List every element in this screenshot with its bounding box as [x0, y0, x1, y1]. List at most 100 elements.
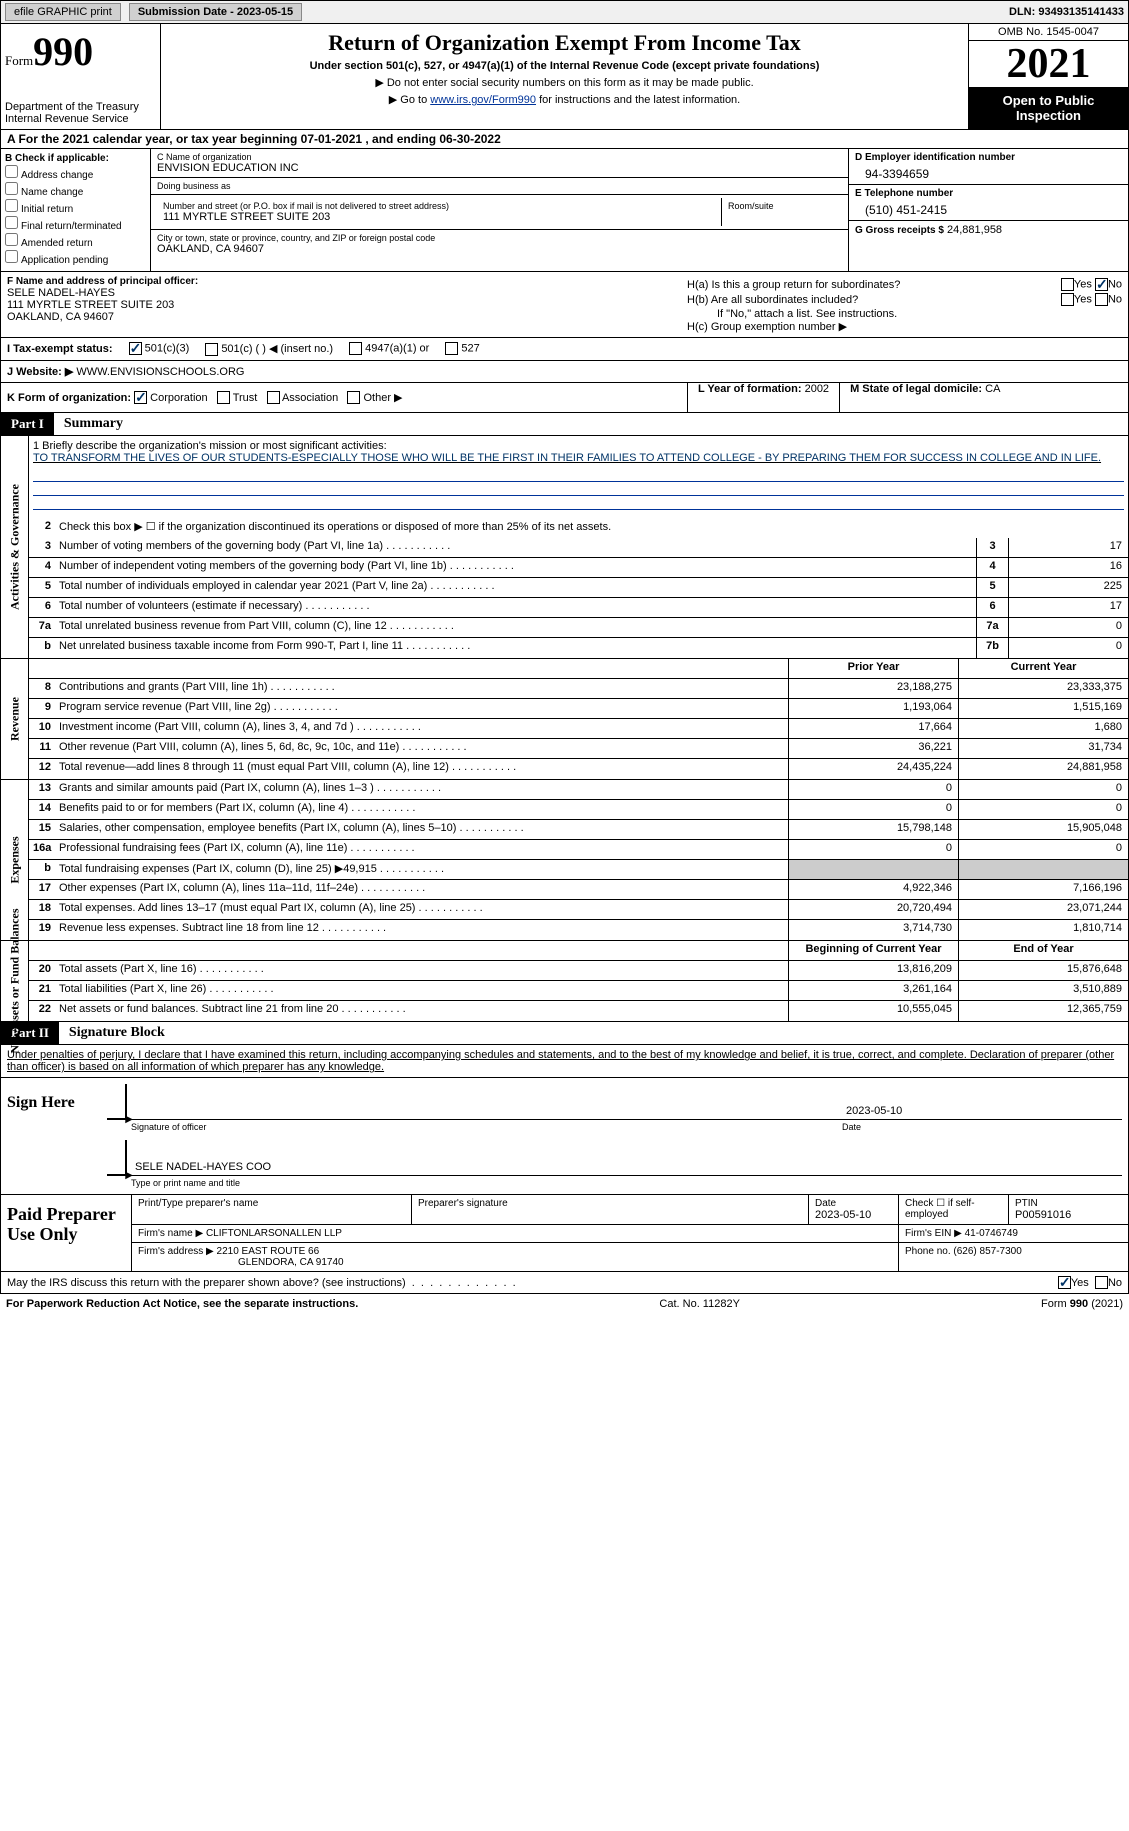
- summary-line: bNet unrelated business taxable income f…: [29, 638, 1128, 658]
- chk-other[interactable]: [347, 391, 360, 404]
- sign-here-label: Sign Here: [1, 1078, 101, 1194]
- chk-name-change[interactable]: Name change: [5, 182, 146, 198]
- summary-line: 21Total liabilities (Part X, line 26)3,2…: [29, 981, 1128, 1001]
- perjury-statement: Under penalties of perjury, I declare th…: [0, 1045, 1129, 1078]
- ha-no[interactable]: [1095, 278, 1108, 291]
- row-j-website: J Website: ▶ WWW.ENVISIONSCHOOLS.ORG: [0, 361, 1129, 383]
- irs-discuss-row: May the IRS discuss this return with the…: [0, 1272, 1129, 1294]
- irs-no[interactable]: [1095, 1276, 1108, 1289]
- summary-line: 11Other revenue (Part VIII, column (A), …: [29, 739, 1128, 759]
- note-ssn: ▶ Do not enter social security numbers o…: [167, 76, 962, 89]
- form-subtitle: Under section 501(c), 527, or 4947(a)(1)…: [167, 60, 962, 72]
- chk-trust[interactable]: [217, 391, 230, 404]
- summary-line: 2Check this box ▶ ☐ if the organization …: [29, 518, 1128, 538]
- summary-line: 17Other expenses (Part IX, column (A), l…: [29, 880, 1128, 900]
- summary-line: 15Salaries, other compensation, employee…: [29, 820, 1128, 840]
- expenses-section: Expenses 13Grants and similar amounts pa…: [0, 780, 1129, 941]
- net-header: Beginning of Current Year End of Year: [29, 941, 1128, 961]
- chk-initial-return[interactable]: Initial return: [5, 199, 146, 215]
- ha-yes[interactable]: [1061, 278, 1074, 291]
- chk-501c3[interactable]: [129, 342, 142, 355]
- irs-yes[interactable]: [1058, 1276, 1071, 1289]
- prep-row-1: Print/Type preparer's name Preparer's si…: [131, 1195, 1128, 1225]
- revenue-section: Revenue Prior Year Current Year 8Contrib…: [0, 659, 1129, 780]
- summary-line: 10Investment income (Part VIII, column (…: [29, 719, 1128, 739]
- header-left: Form990 Department of the Treasury Inter…: [1, 24, 161, 129]
- org-name-cell: C Name of organization ENVISION EDUCATIO…: [151, 149, 848, 178]
- page-footer: For Paperwork Reduction Act Notice, see …: [0, 1294, 1129, 1314]
- summary-line: 16aProfessional fundraising fees (Part I…: [29, 840, 1128, 860]
- officer-name: SELE NADEL-HAYES COO: [131, 1159, 1122, 1176]
- summary-line: 19Revenue less expenses. Subtract line 1…: [29, 920, 1128, 940]
- summary-line: 3Number of voting members of the governi…: [29, 538, 1128, 558]
- form-number: Form990: [5, 28, 156, 75]
- row-k-form-org: K Form of organization: Corporation Trus…: [0, 383, 1129, 414]
- hb-yes[interactable]: [1061, 293, 1074, 306]
- governance-section: Activities & Governance 1 Briefly descri…: [0, 436, 1129, 659]
- chk-4947[interactable]: [349, 342, 362, 355]
- sign-here-block: Sign Here 2023-05-10 Signature of office…: [0, 1078, 1129, 1195]
- section-f-h: F Name and address of principal officer:…: [0, 272, 1129, 338]
- submission-date-button[interactable]: Submission Date - 2023-05-15: [129, 3, 302, 21]
- summary-line: 5Total number of individuals employed in…: [29, 578, 1128, 598]
- section-h: H(a) Is this a group return for subordin…: [681, 272, 1128, 337]
- part-2-header: Part II Signature Block: [0, 1022, 1129, 1045]
- principal-officer: F Name and address of principal officer:…: [1, 272, 681, 337]
- section-b-c-d-e: B Check if applicable: Address change Na…: [0, 149, 1129, 272]
- sig-date: 2023-05-10: [842, 1103, 1122, 1120]
- dln-label: DLN: 93493135141433: [1009, 6, 1124, 18]
- sig-arrow-icon: [107, 1140, 127, 1176]
- summary-line: 6Total number of volunteers (estimate if…: [29, 598, 1128, 618]
- chk-amended-return[interactable]: Amended return: [5, 233, 146, 249]
- omb-number: OMB No. 1545-0047: [969, 24, 1128, 41]
- chk-501c[interactable]: [205, 343, 218, 356]
- column-d-e-g: D Employer identification number 94-3394…: [848, 149, 1128, 271]
- paid-preparer-block: Paid Preparer Use Only Print/Type prepar…: [0, 1195, 1129, 1272]
- dba-cell: Doing business as: [151, 178, 848, 195]
- note-link: ▶ Go to www.irs.gov/Form990 for instruct…: [167, 93, 962, 106]
- chk-assoc[interactable]: [267, 391, 280, 404]
- city-cell: City or town, state or province, country…: [151, 230, 848, 258]
- summary-line: 14Benefits paid to or for members (Part …: [29, 800, 1128, 820]
- summary-line: 4Number of independent voting members of…: [29, 558, 1128, 578]
- sig-arrow-icon: [107, 1084, 127, 1120]
- header-right: OMB No. 1545-0047 2021 Open to Public In…: [968, 24, 1128, 129]
- chk-address-change[interactable]: Address change: [5, 165, 146, 181]
- mission-blank-line: [33, 482, 1124, 496]
- summary-line: 9Program service revenue (Part VIII, lin…: [29, 699, 1128, 719]
- col-b-header: B Check if applicable:: [5, 153, 146, 164]
- ein-cell: D Employer identification number 94-3394…: [849, 149, 1128, 185]
- hb-no[interactable]: [1095, 293, 1108, 306]
- dept-treasury: Department of the Treasury Internal Reve…: [5, 83, 156, 125]
- mission-blank-line: [33, 468, 1124, 482]
- top-bar: efile GRAPHIC print Submission Date - 20…: [0, 0, 1129, 24]
- summary-line: 13Grants and similar amounts paid (Part …: [29, 780, 1128, 800]
- chk-527[interactable]: [445, 342, 458, 355]
- vlabel-revenue: Revenue: [1, 659, 29, 779]
- open-inspection: Open to Public Inspection: [969, 87, 1128, 129]
- vlabel-governance: Activities & Governance: [1, 436, 29, 658]
- prep-row-2: Firm's name ▶ CLIFTONLARSONALLEN LLP Fir…: [131, 1225, 1128, 1243]
- summary-line: 22Net assets or fund balances. Subtract …: [29, 1001, 1128, 1021]
- chk-corp[interactable]: [134, 391, 147, 404]
- chk-application-pending[interactable]: Application pending: [5, 250, 146, 266]
- header-center: Return of Organization Exempt From Incom…: [161, 24, 968, 129]
- irs-link[interactable]: www.irs.gov/Form990: [430, 94, 536, 106]
- chk-final-return[interactable]: Final return/terminated: [5, 216, 146, 232]
- summary-line: bTotal fundraising expenses (Part IX, co…: [29, 860, 1128, 880]
- row-a-calendar-year: A For the 2021 calendar year, or tax yea…: [0, 130, 1129, 149]
- part-1-header: Part I Summary: [0, 413, 1129, 436]
- vlabel-net-assets: Net Assets or Fund Balances: [1, 941, 29, 1021]
- efile-print-button[interactable]: efile GRAPHIC print: [5, 3, 121, 21]
- officer-signature[interactable]: [131, 1103, 842, 1120]
- street-cell: Number and street (or P.O. box if mail i…: [151, 195, 848, 230]
- summary-line: 8Contributions and grants (Part VIII, li…: [29, 679, 1128, 699]
- gross-receipts-cell: G Gross receipts $ 24,881,958: [849, 221, 1128, 239]
- form-header: Form990 Department of the Treasury Inter…: [0, 24, 1129, 130]
- row-i-tax-status: I Tax-exempt status: 501(c)(3) 501(c) ( …: [0, 338, 1129, 361]
- tax-year: 2021: [969, 41, 1128, 87]
- mission-blank-line: [33, 496, 1124, 510]
- form-title: Return of Organization Exempt From Incom…: [167, 30, 962, 56]
- net-assets-section: Net Assets or Fund Balances Beginning of…: [0, 941, 1129, 1022]
- mission-block: 1 Briefly describe the organization's mi…: [29, 436, 1128, 468]
